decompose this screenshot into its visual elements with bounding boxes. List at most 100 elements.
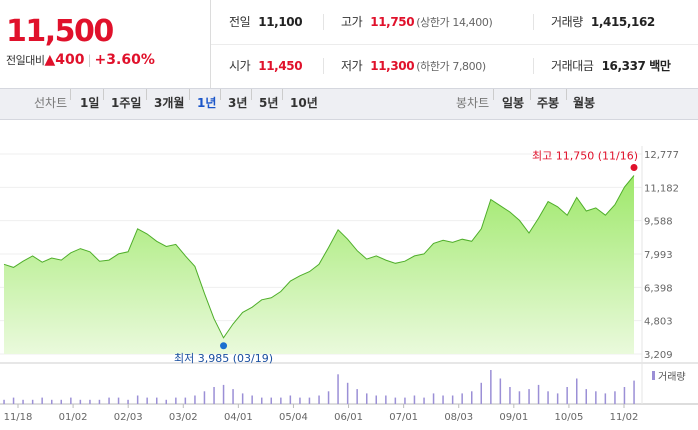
x-tick-label: 11/02 bbox=[610, 412, 639, 423]
volume-bar bbox=[175, 397, 177, 404]
volume-bar bbox=[432, 393, 435, 404]
tab-divider bbox=[282, 89, 283, 100]
amount-cell: 거래대금 16,337 백만 bbox=[551, 44, 671, 88]
volume-bar bbox=[471, 391, 473, 405]
tab-weekly-candle[interactable]: 주봉 bbox=[537, 96, 560, 110]
tab-divider bbox=[146, 89, 147, 100]
low-annotation: 최저 3,985 (03/19) bbox=[174, 352, 273, 365]
tab-divider bbox=[70, 89, 71, 100]
quote-divider bbox=[323, 58, 324, 74]
volume-bar bbox=[375, 395, 377, 404]
x-tick-label: 06/01 bbox=[334, 412, 363, 423]
tab-5year[interactable]: 5년 bbox=[259, 96, 279, 110]
tab-daily-candle[interactable]: 일봉 bbox=[502, 96, 525, 110]
prev-close-label: 전일 bbox=[229, 15, 251, 29]
y-tick-label: 9,588 bbox=[644, 217, 673, 228]
volume-bar bbox=[556, 393, 559, 404]
y-tick-label: 7,993 bbox=[644, 250, 673, 261]
volume-legend-swatch bbox=[652, 371, 655, 380]
change-divider: | bbox=[87, 53, 92, 67]
x-tick-label: 05/04 bbox=[279, 412, 308, 423]
volume-bar bbox=[3, 399, 5, 405]
volume-value: 1,415,162 bbox=[590, 15, 655, 29]
volume-bar bbox=[156, 397, 158, 404]
volume-bar bbox=[251, 395, 253, 404]
volume-bar bbox=[289, 395, 292, 404]
quote-row-2: 시가 11,450 저가 11,300 (하한가 7,800) 거래대금 16,337 … bbox=[211, 44, 698, 88]
volume-bar bbox=[423, 397, 425, 404]
volume-bar bbox=[232, 389, 234, 404]
change-label: 전일대비 bbox=[6, 54, 45, 67]
volume-bar bbox=[547, 391, 549, 405]
volume-bar bbox=[499, 378, 502, 404]
current-price: 11,500 bbox=[6, 14, 114, 49]
tab-1week[interactable]: 1주일 bbox=[111, 96, 142, 110]
x-tick-label: 01/02 bbox=[59, 412, 88, 423]
x-axis-labels: 11/18 01/02 02/03 03/02 04/01 05/04 06/01 07/01… bbox=[4, 404, 639, 423]
volume-bar bbox=[633, 380, 635, 404]
y-tick-label: 11,182 bbox=[644, 183, 679, 194]
volume-bar bbox=[22, 399, 24, 405]
tab-monthly-candle[interactable]: 월봉 bbox=[573, 96, 596, 110]
volume-bar bbox=[79, 399, 82, 405]
tab-divider bbox=[251, 89, 252, 100]
volume-bar bbox=[241, 393, 244, 404]
volume-bar bbox=[117, 397, 120, 404]
low-label: 저가 bbox=[341, 59, 363, 73]
volume-bar bbox=[213, 387, 215, 404]
tab-1day[interactable]: 1일 bbox=[80, 96, 100, 110]
volume-bars bbox=[3, 370, 635, 405]
volume-bar bbox=[270, 397, 272, 404]
volume-bar bbox=[346, 382, 349, 405]
volume-bar bbox=[60, 399, 62, 405]
volume-bar bbox=[451, 395, 454, 404]
volume-bar bbox=[108, 397, 110, 404]
volume-bar bbox=[12, 397, 15, 404]
tab-divider bbox=[493, 89, 494, 100]
tab-3month[interactable]: 3개월 bbox=[154, 96, 185, 110]
low-marker bbox=[220, 342, 228, 350]
volume-bar bbox=[404, 397, 406, 404]
tab-divider bbox=[189, 89, 190, 100]
quote-summary: 전일 11,100 고가 11,750 (상한가 14,400) 거래량 1,415,1… bbox=[210, 0, 698, 88]
tab-1year[interactable]: 1년 bbox=[197, 96, 217, 110]
line-chart-heading: 선차트 bbox=[34, 96, 68, 110]
tab-divider bbox=[103, 89, 104, 100]
volume-bar bbox=[595, 391, 597, 405]
volume-bar bbox=[31, 399, 34, 405]
x-tick-label: 08/03 bbox=[444, 412, 473, 423]
quote-row-1: 전일 11,100 고가 11,750 (상한가 14,400) 거래량 1,415,1… bbox=[211, 0, 698, 45]
x-tick-label: 07/01 bbox=[389, 412, 418, 423]
volume-bar bbox=[98, 399, 101, 405]
tab-divider bbox=[220, 89, 221, 100]
volume-bar bbox=[366, 393, 368, 404]
volume-bar bbox=[41, 397, 43, 404]
volume-bar bbox=[327, 391, 330, 405]
tab-divider bbox=[530, 89, 531, 100]
volume-bar bbox=[394, 397, 397, 404]
volume-bar bbox=[136, 395, 139, 404]
lower-limit: (하한가 7,800) bbox=[416, 60, 486, 73]
x-tick-label: 02/03 bbox=[114, 412, 143, 423]
volume-bar bbox=[356, 389, 358, 404]
volume-label: 거래량 bbox=[551, 15, 583, 29]
volume-bar bbox=[127, 399, 129, 405]
tab-10year[interactable]: 10년 bbox=[290, 96, 318, 110]
volume-bar bbox=[576, 378, 578, 404]
y-tick-label: 6,398 bbox=[644, 283, 673, 294]
change-value: 400 bbox=[55, 52, 85, 68]
volume-bar bbox=[413, 395, 416, 404]
volume-bar bbox=[299, 397, 301, 404]
volume-bar bbox=[509, 387, 511, 404]
volume-bar bbox=[308, 397, 311, 404]
low-cell: 저가 11,300 (하한가 7,800) bbox=[341, 44, 486, 88]
tab-3year[interactable]: 3년 bbox=[228, 96, 248, 110]
y-axis-labels: 12,777 11,182 9,588 7,993 6,398 4,803 3,209 bbox=[644, 150, 679, 361]
quote-divider bbox=[533, 14, 534, 30]
open-cell: 시가 11,450 bbox=[229, 44, 303, 88]
price-chart[interactable]: 12,777 11,182 9,588 7,993 6,398 4,803 3,209 11… bbox=[0, 118, 698, 430]
y-tick-label: 12,777 bbox=[644, 150, 679, 161]
amount-label: 거래대금 bbox=[551, 59, 594, 73]
x-tick-label: 09/01 bbox=[499, 412, 528, 423]
low-value: 11,300 bbox=[370, 59, 415, 73]
